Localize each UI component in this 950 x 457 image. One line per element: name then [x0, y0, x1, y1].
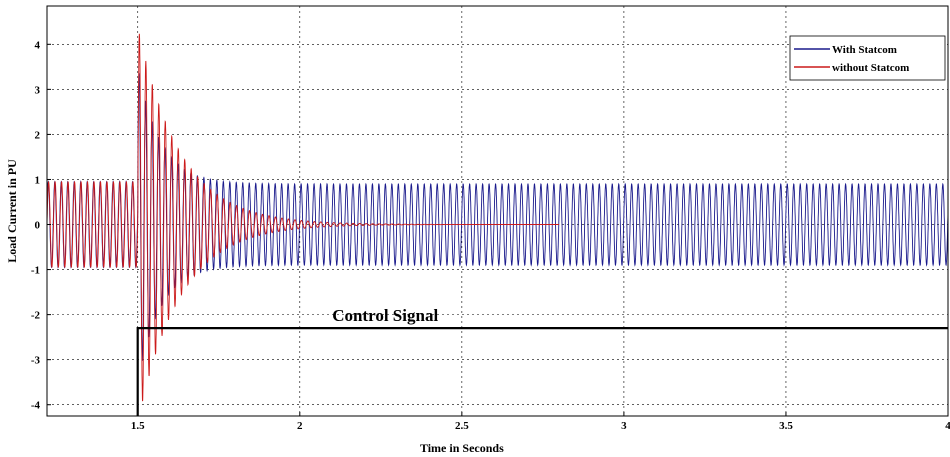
x-tick-label: 3	[621, 420, 627, 432]
y-tick-label: -4	[31, 400, 41, 412]
y-tick-label: 4	[35, 39, 41, 51]
x-tick-label: 1.5	[131, 420, 145, 432]
y-tick-label: -2	[31, 310, 41, 322]
series-line-with-statcom	[46, 73, 949, 362]
y-tick-label: 2	[35, 129, 41, 141]
legend: With Statcom without Statcom	[789, 35, 946, 81]
signal-traces	[46, 33, 949, 416]
series-line-without-statcom	[46, 33, 560, 402]
series-line-control-signal	[136, 327, 948, 416]
x-axis-label: Time in Seconds	[420, 441, 504, 455]
plot-frame	[46, 5, 949, 417]
y-tick-label: -3	[31, 355, 41, 367]
y-tick-label: 3	[35, 84, 41, 96]
legend-label-without-statcom: without Statcom	[832, 62, 909, 74]
y-tick-label: -1	[31, 265, 40, 277]
tick-labels: 1.5 2 2.5 3 3.5 4 4 3 2 1 0 -1 -2 -3 -4	[31, 39, 950, 432]
y-tick-label: 1	[35, 174, 41, 186]
x-tick-label: 2	[297, 420, 303, 432]
control-signal-annotation: Control Signal	[332, 306, 438, 325]
y-tick-label: 0	[35, 220, 41, 232]
legend-box	[789, 35, 946, 81]
legend-label-with-statcom: With Statcom	[832, 44, 897, 56]
y-axis-label: Load Current in PU	[5, 159, 19, 263]
x-tick-label: 3.5	[779, 420, 793, 432]
x-tick-label: 4	[945, 420, 950, 432]
x-tick-label: 2.5	[455, 420, 469, 432]
